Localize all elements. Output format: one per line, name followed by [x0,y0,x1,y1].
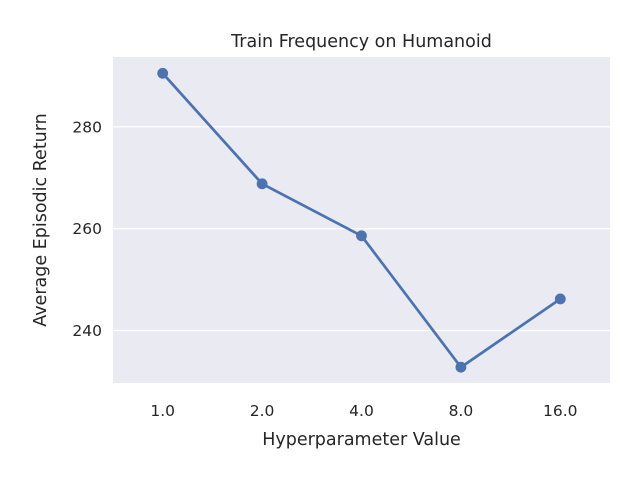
y-tick-label: 280 [72,118,102,136]
y-axis-label: Average Episodic Return [31,113,51,327]
data-point [157,67,169,79]
data-point [554,293,566,305]
x-tick-labels: 1.0 2.0 4.0 8.0 16.0 [150,402,577,420]
data-point [356,230,367,242]
x-tick-label: 8.0 [449,402,474,420]
x-tick-label: 2.0 [250,402,275,420]
chart-title: Train Frequency on Humanoid [230,32,492,52]
x-tick-label: 4.0 [349,402,374,420]
y-tick-labels: 240 260 280 [72,118,102,340]
x-tick-label: 1.0 [150,402,175,420]
series-group [157,67,566,373]
data-point [455,361,467,373]
data-point [256,178,268,190]
plot-area [113,57,610,383]
x-tick-label: 16.0 [543,402,578,420]
y-tick-label: 260 [72,220,102,238]
x-axis-label: Hyperparameter Value [262,430,461,450]
grid [113,126,610,332]
y-tick-label: 240 [72,322,102,340]
